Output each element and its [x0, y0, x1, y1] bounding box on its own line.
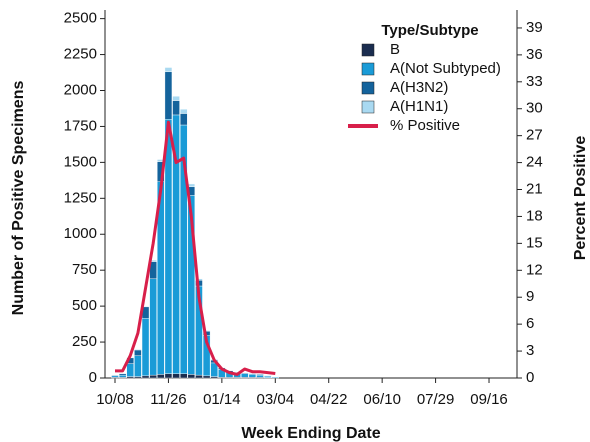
x-tick-label: 09/16	[470, 391, 508, 408]
y2-tick-label: 30	[526, 100, 543, 117]
bar-segment	[179, 108, 188, 114]
bar-segment	[248, 374, 257, 378]
legend-label: A(Not Subtyped)	[390, 60, 501, 77]
y-tick-label: 0	[89, 369, 97, 386]
y-tick-label: 1250	[64, 189, 97, 206]
bar-segment	[149, 278, 157, 376]
legend-title: Type/Subtype	[381, 22, 478, 39]
bar-segment	[202, 330, 211, 332]
bar-segment	[164, 373, 173, 379]
bar-segment	[241, 372, 249, 374]
x-tick-label: 10/08	[96, 391, 134, 408]
bar-segment	[111, 375, 119, 378]
bar-segment	[141, 318, 150, 377]
bar-segment	[111, 374, 119, 377]
legend-swatch	[361, 81, 375, 95]
bar-segment	[195, 278, 203, 281]
legend-label: A(H3N2)	[390, 79, 448, 96]
bar-segment	[202, 375, 211, 379]
bar-segment	[256, 374, 264, 376]
bar-segment	[164, 67, 173, 73]
y2-tick-label: 3	[526, 342, 534, 359]
bar-segment	[126, 363, 134, 377]
x-axis-title: Week Ending Date	[241, 425, 380, 442]
bar-segment	[263, 375, 272, 378]
bar-segment	[118, 374, 127, 378]
bar-segment	[172, 373, 180, 379]
x-tick-label: 03/04	[257, 391, 295, 408]
bar-segment	[241, 373, 249, 378]
bar-segment	[256, 374, 264, 378]
y-tick-label: 1000	[64, 225, 97, 242]
y2-tick-label: 36	[526, 46, 543, 63]
legend-swatch	[361, 100, 375, 114]
line-series	[115, 120, 276, 376]
bar-segment	[126, 376, 134, 379]
bar-segment	[172, 96, 180, 101]
y-tick-label: 2500	[64, 10, 97, 27]
bar-segment	[157, 374, 165, 379]
y2-tick-label: 33	[526, 73, 543, 90]
x-tick-label: 11/26	[150, 391, 186, 408]
y2-tick-label: 24	[526, 154, 543, 171]
bar-segment	[248, 373, 257, 375]
bar-segment	[134, 349, 142, 351]
bar-segment	[164, 119, 173, 374]
y-tick-label: 2250	[64, 46, 97, 63]
legend-swatch	[361, 62, 375, 76]
x-tick-label: 07/29	[417, 391, 455, 408]
bar-segment	[134, 349, 142, 356]
bar-segment	[210, 376, 218, 379]
y-axis-title: Number of Positive Specimens	[10, 81, 27, 316]
y2-tick-label: 39	[526, 19, 543, 36]
y2-tick-label: 12	[526, 261, 543, 278]
bar-segment	[179, 373, 188, 379]
x-tick-label: 04/22	[310, 391, 348, 408]
y-tick-label: 1750	[64, 117, 97, 134]
y-tick-label: 750	[72, 261, 97, 278]
legend-label: % Positive	[390, 117, 460, 134]
y2-tick-label: 9	[526, 288, 534, 305]
bar-segment	[164, 71, 173, 120]
y2-tick-label: 0	[526, 369, 534, 386]
y2-tick-label: 18	[526, 207, 543, 224]
y2-tick-label: 15	[526, 234, 543, 251]
y-tick-label: 2000	[64, 81, 97, 98]
y-tick-label: 1500	[64, 153, 97, 170]
bar-segment	[118, 373, 127, 376]
x-tick-label: 06/10	[363, 391, 401, 408]
y-tick-label: 250	[72, 333, 97, 350]
bar-segment	[187, 374, 196, 379]
bar-segment	[195, 374, 203, 379]
bar-segment	[172, 100, 180, 116]
y-tick-label: 500	[72, 297, 97, 314]
bar-segment	[141, 375, 150, 379]
x-tick-label: 01/14	[203, 391, 241, 408]
y2-axis-title: Percent Positive	[572, 136, 589, 261]
y2-tick-label: 27	[526, 127, 543, 144]
legend-label: A(H1N1)	[390, 98, 448, 115]
y2-tick-label: 21	[526, 180, 543, 197]
legend-swatch	[361, 43, 375, 57]
bar-segment	[179, 113, 188, 126]
legend-label: B	[390, 41, 400, 58]
bar-segment	[134, 376, 142, 379]
bar-segment	[149, 374, 157, 379]
bar-segment	[134, 355, 142, 377]
y2-tick-label: 6	[526, 315, 534, 332]
